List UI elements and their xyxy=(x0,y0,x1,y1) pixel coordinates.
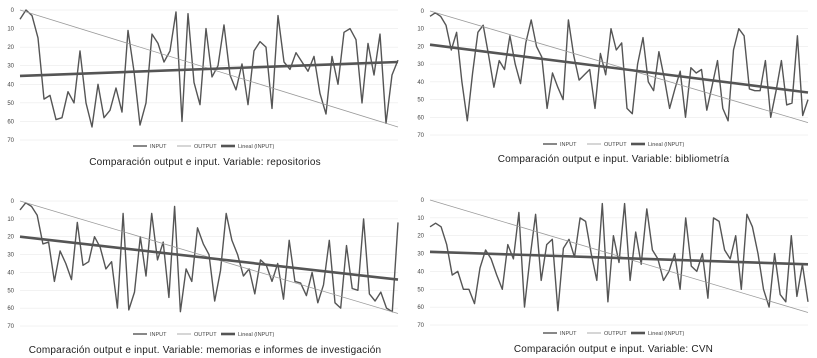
y-tick-label: 0 xyxy=(421,9,425,15)
y-tick-label: 40 xyxy=(417,80,424,86)
y-tick-label: 50 xyxy=(7,288,14,294)
chart-caption: Comparación output e input. Variable: re… xyxy=(89,157,321,168)
y-tick-label: 60 xyxy=(7,119,14,125)
series-line-lineal-input xyxy=(429,250,809,266)
y-tick-label: 40 xyxy=(7,82,14,88)
y-tick-label: 70 xyxy=(417,323,424,329)
series-line-input xyxy=(19,9,399,128)
y-tick-label: 0 xyxy=(11,199,15,205)
y-tick-label: 60 xyxy=(7,306,14,312)
y-tick-label: 0 xyxy=(421,198,425,204)
y-tick-label: 70 xyxy=(417,133,424,139)
series-line-input xyxy=(429,12,809,122)
chart-svg: 0 10 20 30 40 50 60 70 INPUT OUTPUT Lineal (INPUT) xyxy=(417,9,809,148)
series-line-lineal-input xyxy=(429,43,809,94)
series-line-input xyxy=(19,202,399,313)
legend-label-output: OUTPUT xyxy=(604,142,627,148)
chart-svg: 0 10 20 30 40 50 60 70 INPUT OUTPUT Lineal (INPUT) xyxy=(7,199,399,338)
legend-label-input: INPUT xyxy=(560,142,577,148)
legend-label-output: OUTPUT xyxy=(194,332,217,338)
y-tick-label: 50 xyxy=(417,287,424,293)
y-tick-label: 0 xyxy=(11,8,15,14)
y-tick-label: 20 xyxy=(7,235,14,241)
chart-caption: Comparación output e input. Variable: CV… xyxy=(513,344,714,355)
legend-label-lineal-input: Lineal (INPUT) xyxy=(238,144,275,150)
y-tick-label: 70 xyxy=(7,324,14,330)
legend-label-output: OUTPUT xyxy=(194,144,217,150)
y-tick-label: 10 xyxy=(7,27,14,33)
legend-label-input: INPUT xyxy=(150,332,167,338)
chart-caption: Comparación output e input. Variable: me… xyxy=(28,345,382,356)
y-tick-label: 40 xyxy=(417,269,424,275)
y-tick-label: 60 xyxy=(417,305,424,311)
chart-svg: 0 10 20 30 40 50 60 70 INPUT OUTPUT Lineal (INPUT) xyxy=(417,198,809,337)
y-tick-label: 10 xyxy=(417,216,424,222)
series-line-input xyxy=(429,202,809,312)
y-tick-label: 20 xyxy=(7,45,14,51)
chart-svg: 0 10 20 30 40 50 60 70 INPUT OUTPUT Lineal (INPUT) xyxy=(7,8,399,150)
y-tick-label: 40 xyxy=(7,270,14,276)
legend-label-output: OUTPUT xyxy=(604,331,627,337)
chart-panel-cvn: 0 10 20 30 40 50 60 70 INPUT OUTPUT Lineal (INPUT)… xyxy=(410,179,817,358)
y-tick-label: 50 xyxy=(7,101,14,107)
y-tick-label: 10 xyxy=(417,27,424,33)
chart-panel-bibliometria: 0 10 20 30 40 50 60 70 INPUT OUTPUT Lineal (INPUT)… xyxy=(410,0,817,179)
legend-label-input: INPUT xyxy=(560,331,577,337)
legend-label-lineal-input: Lineal (INPUT) xyxy=(648,331,685,337)
series-line-lineal-input xyxy=(19,235,399,281)
series-line-output xyxy=(429,199,809,313)
series-line-lineal-input xyxy=(19,60,399,78)
y-tick-label: 30 xyxy=(7,253,14,259)
chart-caption: Comparación output e input. Variable: bi… xyxy=(497,154,730,165)
y-tick-label: 20 xyxy=(417,234,424,240)
y-tick-label: 20 xyxy=(417,44,424,50)
y-tick-label: 10 xyxy=(7,217,14,223)
y-tick-label: 70 xyxy=(7,138,14,144)
chart-panel-memorias: 0 10 20 30 40 50 60 70 INPUT OUTPUT Lineal (INPUT)… xyxy=(0,179,410,358)
legend-label-lineal-input: Lineal (INPUT) xyxy=(648,142,685,148)
y-tick-label: 60 xyxy=(417,115,424,121)
legend-label-input: INPUT xyxy=(150,144,167,150)
series-line-output xyxy=(429,10,809,123)
y-tick-label: 30 xyxy=(417,62,424,68)
y-tick-label: 30 xyxy=(417,252,424,258)
y-tick-label: 50 xyxy=(417,98,424,104)
legend-label-lineal-input: Lineal (INPUT) xyxy=(238,332,275,338)
chart-panel-repositorios: 0 10 20 30 40 50 60 70 INPUT OUTPUT Lineal (INPUT)… xyxy=(0,0,410,179)
y-tick-label: 30 xyxy=(7,64,14,70)
